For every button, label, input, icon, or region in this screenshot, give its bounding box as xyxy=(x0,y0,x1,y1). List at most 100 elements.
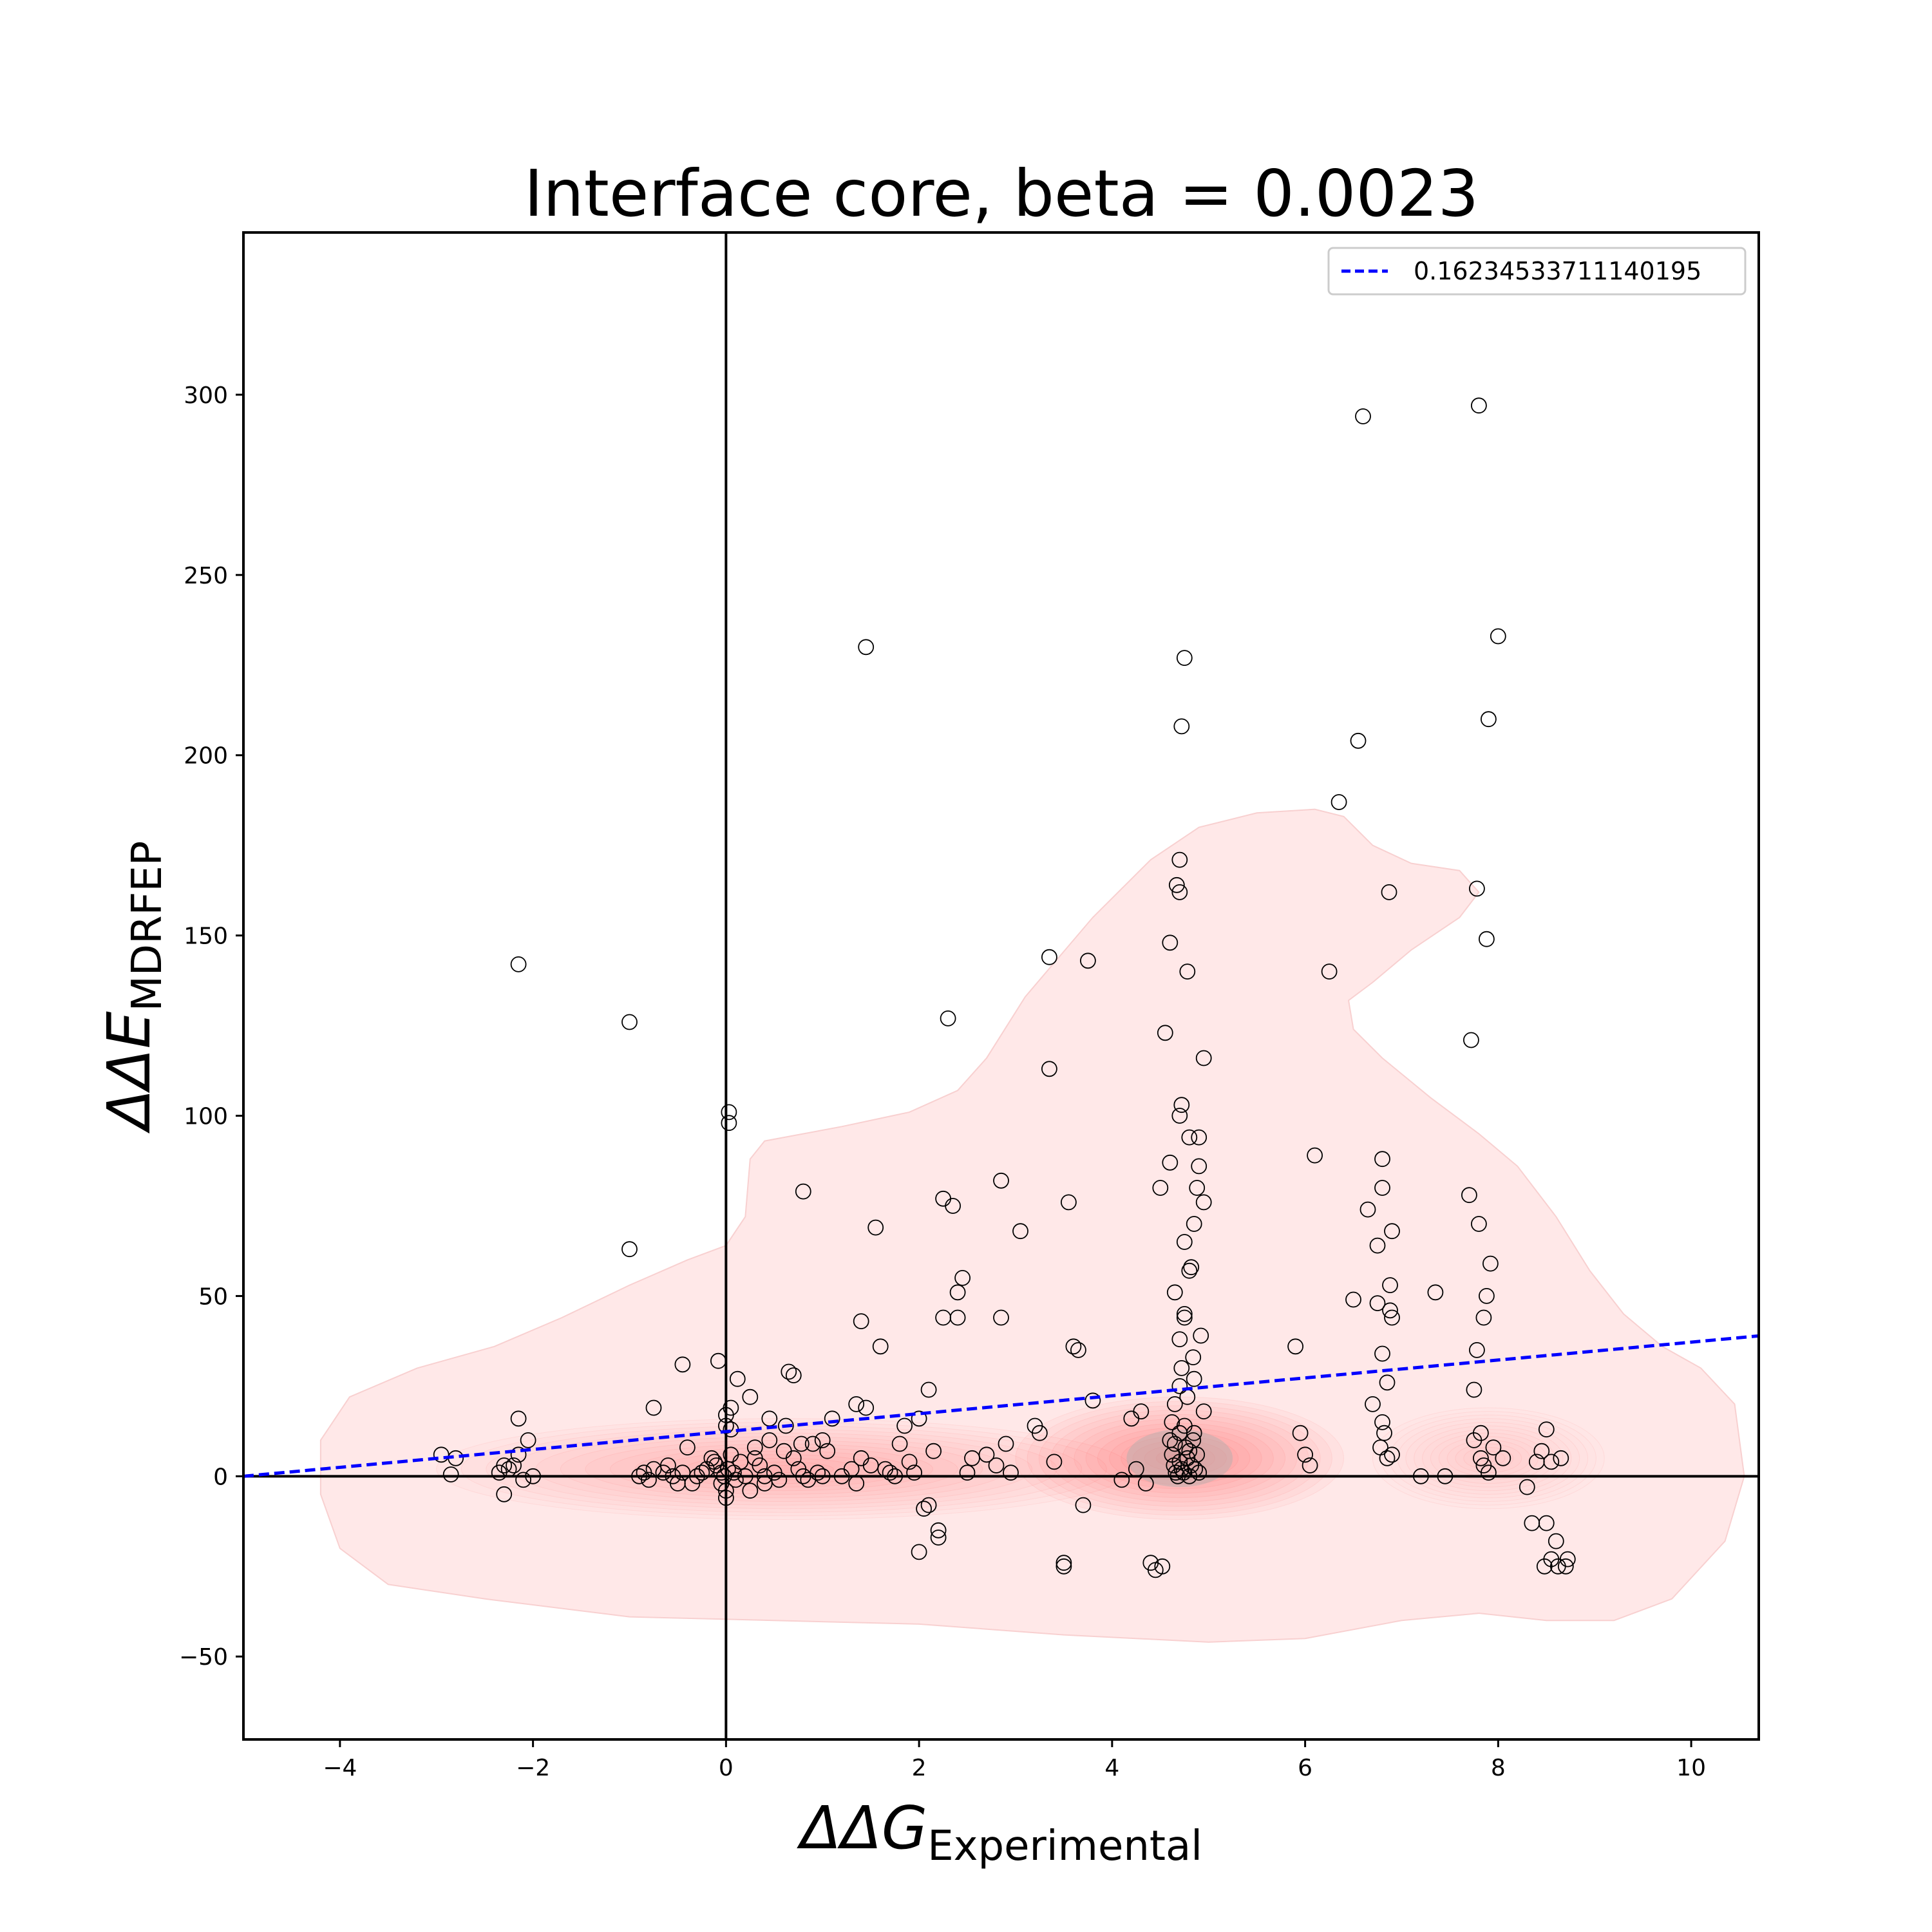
data-point xyxy=(1287,1338,1303,1355)
data-point xyxy=(916,1501,932,1517)
data-point xyxy=(1557,1558,1574,1575)
data-point xyxy=(993,1309,1009,1326)
data-point xyxy=(843,1461,860,1477)
data-point xyxy=(959,1464,976,1481)
fit-line-layer xyxy=(243,1334,1759,1478)
reference-lines xyxy=(243,232,1759,1739)
data-point xyxy=(1482,1255,1499,1272)
data-point xyxy=(1195,1403,1212,1420)
data-point xyxy=(819,1443,836,1459)
data-point xyxy=(1061,1194,1077,1211)
density-contour-1-8 xyxy=(634,1447,934,1492)
data-point xyxy=(1350,732,1367,749)
data-point xyxy=(510,1446,527,1463)
data-point xyxy=(1374,1180,1390,1196)
data-point xyxy=(1379,1450,1396,1466)
y-axis-title: ΔΔEMDRFEP xyxy=(95,841,171,1134)
data-point xyxy=(1195,1194,1212,1211)
data-point xyxy=(945,1198,961,1214)
x-tick-label: 8 xyxy=(1491,1755,1506,1781)
data-point xyxy=(621,1014,638,1030)
data-point xyxy=(1176,650,1193,666)
data-point xyxy=(1162,1154,1179,1171)
data-point xyxy=(1154,1558,1171,1575)
data-point xyxy=(1519,1479,1535,1495)
data-point xyxy=(1369,1295,1386,1311)
data-point xyxy=(1193,1327,1209,1344)
data-point xyxy=(1472,1425,1489,1441)
data-point xyxy=(1186,1370,1202,1387)
x-tick-label: 6 xyxy=(1298,1755,1312,1781)
x-tick-label: −4 xyxy=(323,1755,357,1781)
data-point xyxy=(1307,1147,1323,1164)
density-contour-0-11 xyxy=(1144,1444,1215,1472)
data-point xyxy=(742,1388,759,1405)
data-point xyxy=(1466,1381,1482,1398)
data-point xyxy=(949,1284,966,1301)
data-point xyxy=(1382,1302,1398,1319)
data-point xyxy=(621,1241,638,1258)
data-point xyxy=(1468,1341,1485,1358)
data-point xyxy=(679,1439,696,1456)
data-point xyxy=(771,1472,788,1488)
data-point xyxy=(1152,1180,1169,1196)
data-point xyxy=(510,956,527,972)
x-tick-label: 10 xyxy=(1676,1755,1706,1781)
data-point xyxy=(506,1457,522,1473)
data-point xyxy=(858,1399,875,1416)
data-point xyxy=(814,1468,831,1484)
y-tick-label: 200 xyxy=(184,743,228,770)
data-point xyxy=(887,1468,903,1484)
data-point xyxy=(978,1446,995,1463)
data-point xyxy=(920,1497,937,1513)
data-point xyxy=(631,1468,647,1484)
x-tick-label: 0 xyxy=(719,1755,734,1781)
data-point xyxy=(1381,884,1397,900)
y-tick-label: 300 xyxy=(184,383,228,409)
data-point xyxy=(1003,1464,1019,1481)
density-contour-1-6 xyxy=(585,1439,983,1499)
data-point xyxy=(496,1486,513,1502)
legend: 0.16234533711140195 xyxy=(1327,247,1747,296)
data-point xyxy=(752,1457,768,1473)
data-point xyxy=(911,1410,927,1427)
data-point xyxy=(1384,1446,1400,1463)
data-point xyxy=(1472,1450,1489,1466)
data-point xyxy=(1485,1439,1502,1456)
data-point xyxy=(1548,1533,1564,1549)
data-point xyxy=(1331,794,1347,810)
data-point xyxy=(1376,1425,1392,1441)
data-point xyxy=(925,1443,942,1459)
data-point xyxy=(1427,1284,1444,1301)
data-point xyxy=(500,1461,517,1477)
data-point xyxy=(718,1417,734,1434)
data-point xyxy=(872,1338,889,1355)
data-point xyxy=(1374,1414,1390,1430)
data-point xyxy=(1181,1262,1198,1279)
density-contour-2-2 xyxy=(1388,1414,1589,1502)
data-point xyxy=(1384,1309,1400,1326)
data-point xyxy=(1480,1464,1497,1481)
density-outer-contour xyxy=(319,808,1745,1643)
data-point xyxy=(1292,1425,1309,1441)
data-point xyxy=(1113,1472,1130,1488)
density-contour-2-10 xyxy=(1455,1443,1522,1473)
density-contour-0-4 xyxy=(1062,1414,1298,1502)
data-point xyxy=(1365,1396,1381,1412)
data-point xyxy=(721,1104,737,1121)
density-contour-0-7 xyxy=(1097,1427,1262,1490)
data-point xyxy=(1495,1450,1511,1466)
data-point xyxy=(954,1270,971,1286)
data-point xyxy=(930,1530,947,1546)
data-point xyxy=(1437,1468,1454,1484)
data-point xyxy=(901,1454,918,1470)
data-point xyxy=(814,1432,831,1448)
density-contour-1-1 xyxy=(460,1421,1107,1517)
data-point xyxy=(645,1399,662,1416)
data-point xyxy=(510,1410,527,1427)
data-point xyxy=(1470,397,1487,414)
data-point xyxy=(858,639,875,656)
data-point xyxy=(1179,963,1196,980)
